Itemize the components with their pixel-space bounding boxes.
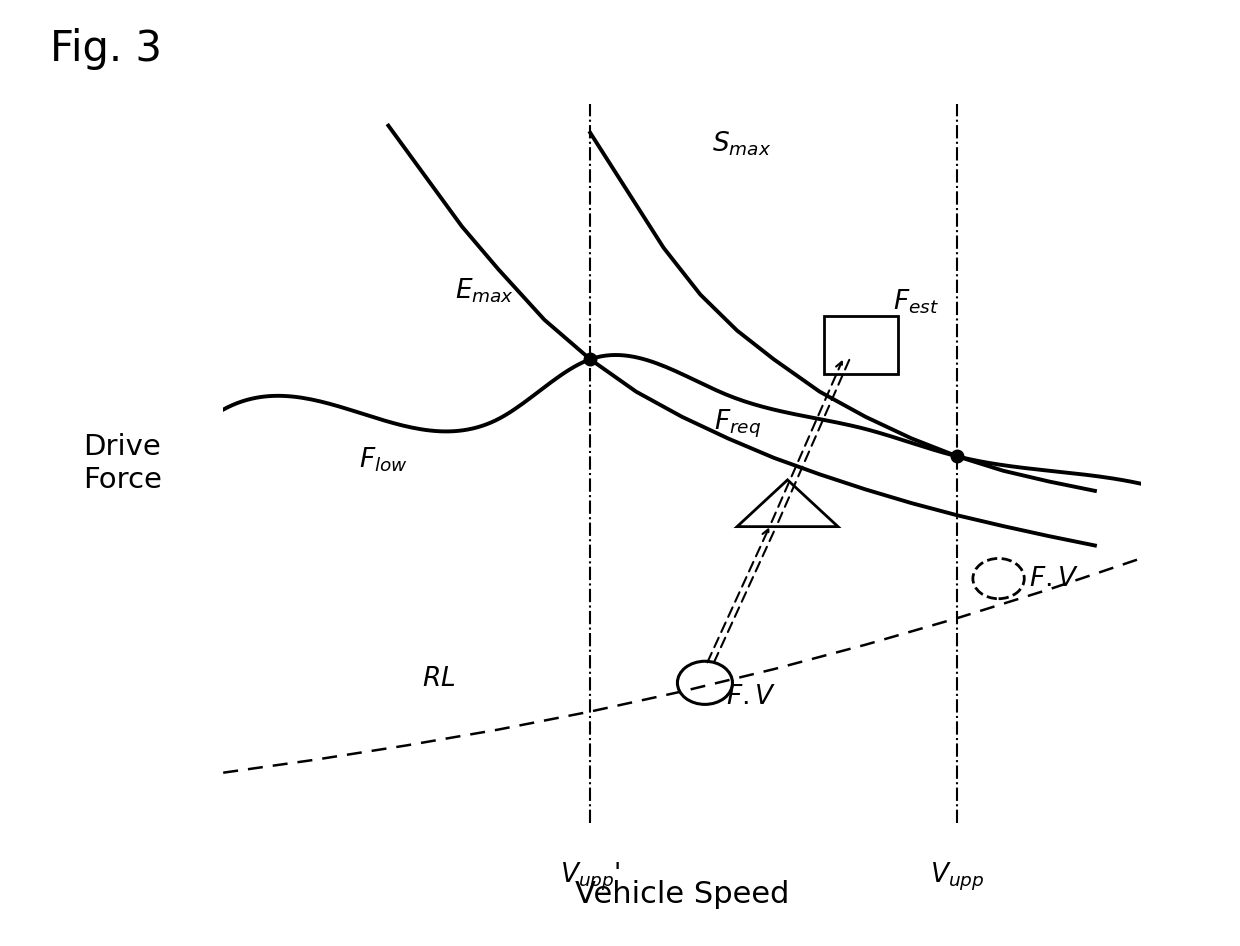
- Text: $F_{low}$: $F_{low}$: [360, 446, 408, 474]
- Text: $E_{max}$: $E_{max}$: [455, 277, 515, 306]
- Text: $V_{upp}$: $V_{upp}$: [930, 861, 985, 893]
- Text: $F_{est}$: $F_{est}$: [893, 288, 939, 316]
- Text: Fig. 3: Fig. 3: [50, 28, 161, 70]
- Text: $S_{max}$: $S_{max}$: [712, 130, 771, 158]
- Text: $F.V$: $F.V$: [1029, 566, 1079, 591]
- Text: Drive
Force: Drive Force: [83, 433, 161, 494]
- Text: $V_{upp}$': $V_{upp}$': [560, 861, 620, 893]
- Text: $F_{req}$: $F_{req}$: [714, 408, 761, 440]
- Text: Vehicle Speed: Vehicle Speed: [575, 881, 789, 909]
- Text: $F.V$: $F.V$: [727, 684, 776, 710]
- Text: $RL$: $RL$: [422, 666, 455, 692]
